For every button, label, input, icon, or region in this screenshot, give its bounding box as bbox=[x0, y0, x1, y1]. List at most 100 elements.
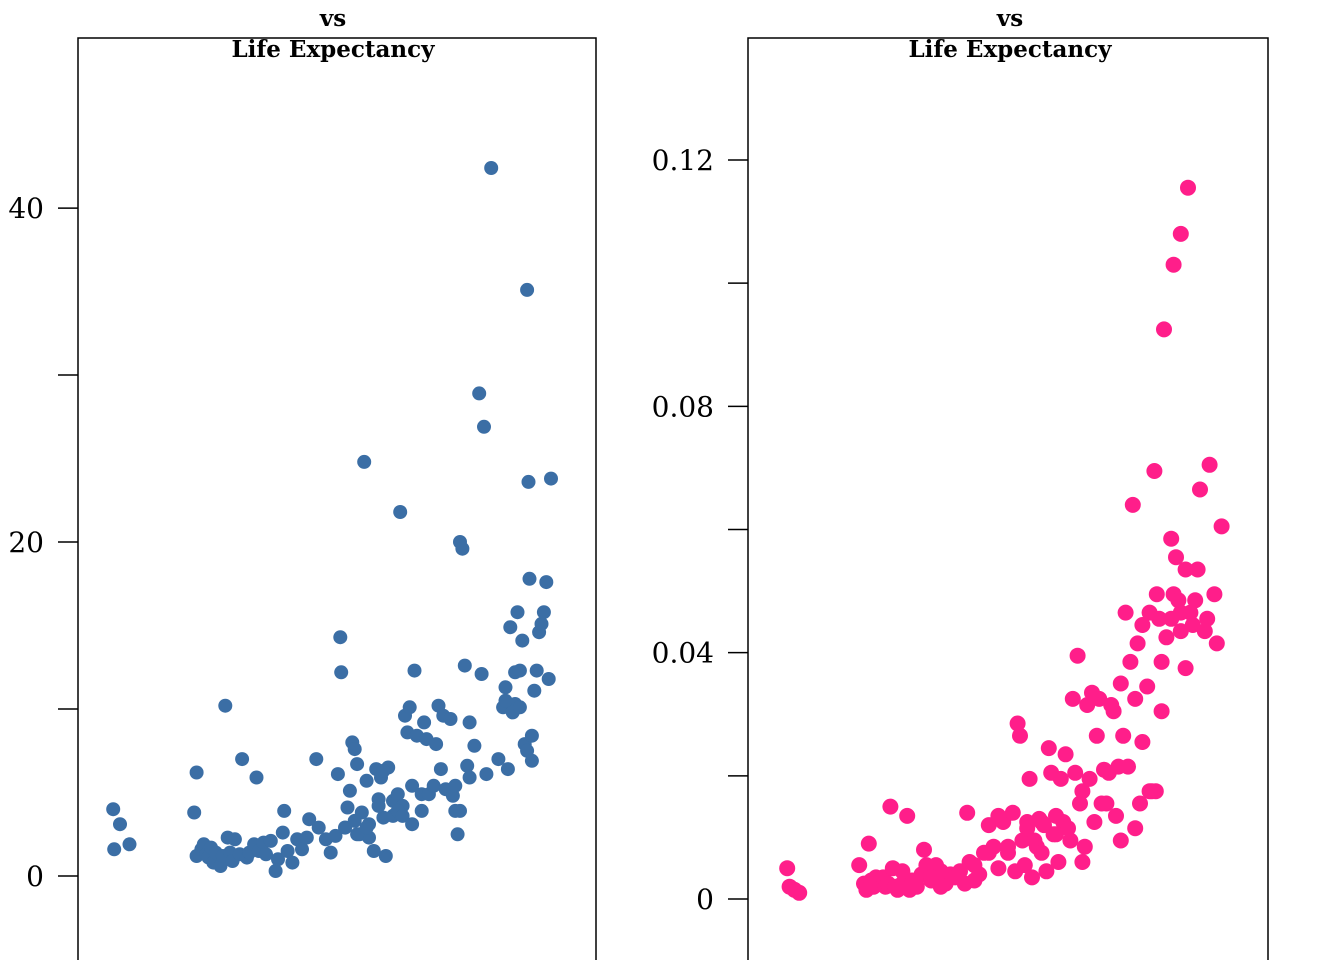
chart-title-line: Life Expectancy bbox=[908, 36, 1112, 63]
data-point bbox=[1067, 764, 1084, 781]
data-point bbox=[527, 683, 542, 698]
data-point bbox=[1192, 481, 1208, 498]
data-point bbox=[1088, 727, 1105, 744]
data-point bbox=[1062, 832, 1079, 849]
data-point bbox=[980, 844, 997, 861]
data-point bbox=[1127, 820, 1144, 837]
data-point bbox=[309, 752, 324, 767]
data-point bbox=[1141, 604, 1158, 621]
data-point bbox=[268, 864, 283, 878]
data-point bbox=[1105, 703, 1122, 720]
data-point bbox=[544, 471, 558, 486]
data-point bbox=[541, 672, 556, 686]
data-point bbox=[333, 630, 348, 645]
data-point bbox=[1129, 635, 1146, 652]
data-point bbox=[851, 857, 868, 874]
data-point bbox=[1134, 617, 1151, 633]
data-point bbox=[529, 663, 544, 678]
data-point bbox=[966, 857, 983, 874]
chart-title-line: Life Expectancy bbox=[231, 36, 435, 63]
data-point bbox=[510, 605, 525, 620]
series-points bbox=[779, 179, 1230, 901]
data-point bbox=[1163, 610, 1180, 627]
data-point bbox=[524, 728, 539, 743]
data-point bbox=[113, 817, 127, 832]
data-point bbox=[1153, 703, 1170, 720]
data-point bbox=[1081, 770, 1098, 787]
data-point bbox=[1000, 838, 1016, 855]
data-point bbox=[990, 807, 1007, 824]
data-point bbox=[916, 841, 932, 858]
data-point bbox=[302, 812, 317, 827]
data-point bbox=[498, 693, 513, 708]
data-point bbox=[1050, 854, 1067, 870]
data-point bbox=[1134, 734, 1151, 750]
y-tick-label: 20 bbox=[8, 526, 44, 559]
data-point bbox=[342, 783, 357, 798]
data-point bbox=[1072, 795, 1088, 812]
y-tick-label: 0 bbox=[696, 883, 714, 916]
data-point bbox=[1033, 814, 1050, 830]
data-point bbox=[512, 700, 527, 715]
data-point bbox=[448, 778, 463, 793]
data-point bbox=[1172, 225, 1189, 242]
data-point bbox=[1139, 678, 1156, 695]
data-point bbox=[235, 752, 250, 767]
data-point bbox=[1076, 838, 1093, 855]
data-point bbox=[1014, 832, 1031, 849]
data-point bbox=[1184, 617, 1201, 633]
data-point bbox=[1004, 804, 1021, 821]
data-point bbox=[1124, 496, 1141, 513]
data-point bbox=[189, 765, 204, 780]
data-point bbox=[1064, 690, 1081, 707]
data-point bbox=[1091, 690, 1108, 707]
data-point bbox=[467, 738, 482, 753]
data-point bbox=[350, 757, 365, 772]
chart-panel-1: vs Life Expectancy 0 20 40 bbox=[8, 5, 597, 960]
data-point bbox=[460, 758, 475, 773]
data-point bbox=[340, 800, 355, 815]
data-point bbox=[1117, 604, 1134, 621]
data-point bbox=[1177, 660, 1194, 677]
data-point bbox=[1122, 653, 1139, 670]
data-point bbox=[371, 798, 386, 813]
data-point bbox=[249, 770, 264, 785]
data-point bbox=[923, 869, 940, 886]
data-point bbox=[1153, 653, 1170, 670]
data-point bbox=[323, 845, 338, 860]
data-point bbox=[779, 860, 796, 877]
data-point bbox=[959, 804, 976, 821]
chart-title-line: vs bbox=[996, 5, 1023, 32]
data-point bbox=[106, 802, 121, 817]
y-tick-label: 0.12 bbox=[652, 144, 714, 177]
data-point bbox=[882, 798, 899, 815]
data-point bbox=[1120, 758, 1136, 775]
data-point bbox=[107, 842, 122, 857]
data-point bbox=[1146, 463, 1163, 479]
data-point bbox=[1024, 869, 1040, 886]
chart-title-line: vs bbox=[319, 5, 346, 32]
data-point bbox=[539, 575, 554, 590]
data-point bbox=[1052, 770, 1069, 787]
data-point bbox=[474, 667, 489, 681]
data-point bbox=[1127, 690, 1144, 707]
data-point bbox=[1196, 623, 1213, 640]
data-point bbox=[904, 875, 920, 892]
data-point bbox=[275, 825, 290, 840]
data-point bbox=[1021, 770, 1038, 787]
data-point bbox=[376, 763, 391, 778]
data-point bbox=[500, 762, 515, 777]
data-point bbox=[359, 820, 374, 835]
data-point bbox=[455, 541, 470, 556]
data-point bbox=[1098, 795, 1115, 812]
data-point bbox=[472, 386, 487, 401]
data-point bbox=[1148, 586, 1165, 603]
data-point bbox=[390, 787, 405, 802]
data-point bbox=[1180, 179, 1196, 196]
data-point bbox=[1163, 530, 1180, 547]
data-point bbox=[429, 737, 444, 752]
data-point bbox=[1074, 854, 1091, 870]
data-point bbox=[414, 803, 429, 818]
data-point bbox=[515, 633, 530, 648]
data-point bbox=[1079, 697, 1096, 713]
